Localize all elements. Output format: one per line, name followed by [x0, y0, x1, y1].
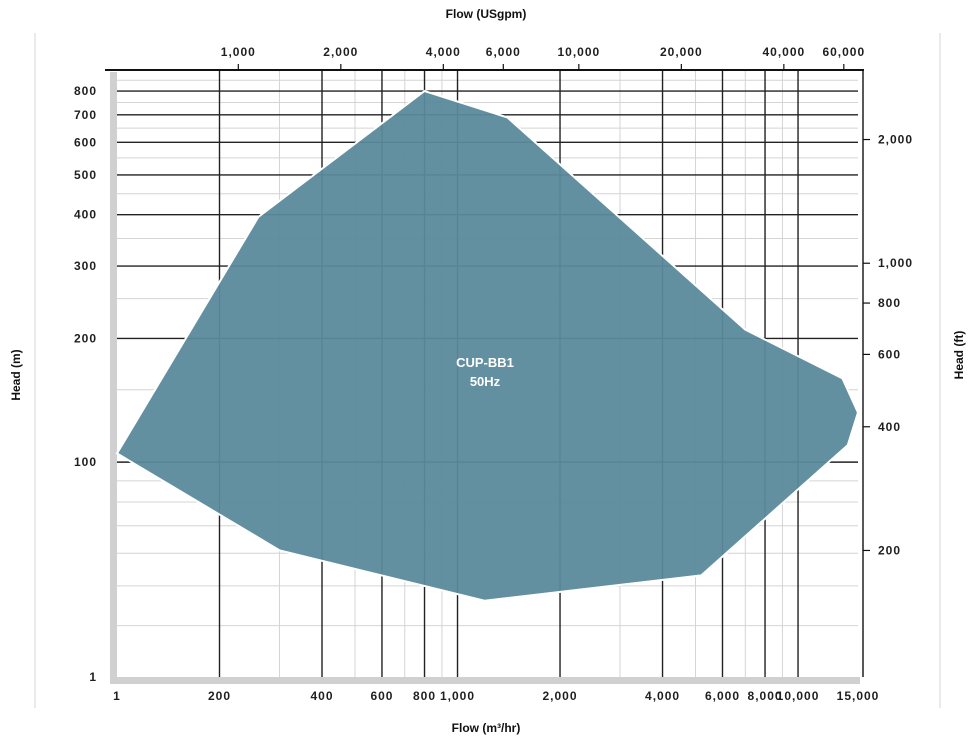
x-tick-label: 400 — [310, 689, 333, 703]
x2-axis-ticks: 1,000 2,000 4,000 6,000 10,000 20,000 40,000 60… — [221, 45, 865, 70]
x-tick-label: 600 — [370, 689, 393, 703]
series-label-name: CUP-BB1 — [456, 355, 514, 370]
x2-tick-label: 1,000 — [221, 45, 256, 59]
y2-tick-label: 200 — [878, 543, 901, 557]
x-axis-title: Flow (m³/hr) — [452, 721, 521, 735]
left-axis-band — [110, 72, 117, 684]
y-axis-title: Head (m) — [9, 349, 23, 400]
x2-tick-label: 60,000 — [822, 45, 865, 59]
plot-border — [105, 69, 864, 677]
bottom-axis-band — [110, 677, 860, 684]
y2-tick-label: 2,000 — [878, 133, 913, 147]
x2-tick-label: 40,000 — [762, 45, 805, 59]
x-tick-label: 1 — [113, 689, 121, 703]
y2-tick-label: 400 — [878, 420, 901, 434]
y-tick-label: 400 — [74, 208, 97, 222]
series-label-frequency: 50Hz — [470, 374, 501, 389]
y-tick-label: 500 — [74, 168, 97, 182]
operating-range-layer: CUP-BB1 50Hz — [115, 89, 860, 602]
y-tick-label: 200 — [74, 331, 97, 345]
y2-axis-title: Head (ft) — [952, 331, 966, 380]
x2-tick-label: 20,000 — [660, 45, 703, 59]
y-tick-label: 800 — [74, 84, 97, 98]
x-tick-label: 4,000 — [645, 689, 680, 703]
x2-tick-label: 10,000 — [557, 45, 600, 59]
x2-tick-label: 2,000 — [323, 45, 358, 59]
x2-tick-label: 4,000 — [426, 45, 461, 59]
x-tick-label: 6,000 — [705, 689, 740, 703]
x-tick-label: 8,000 — [748, 689, 783, 703]
x2-tick-label: 6,000 — [486, 45, 521, 59]
x-tick-label: 10,000 — [777, 689, 820, 703]
y-tick-label: 100 — [74, 455, 97, 469]
y-tick-label: 300 — [74, 259, 97, 273]
x-tick-label: 15,000 — [837, 689, 880, 703]
operating-range-area — [115, 89, 860, 602]
x-tick-label: 1,000 — [440, 689, 475, 703]
y-tick-label: 1 — [89, 670, 97, 684]
y2-tick-label: 600 — [878, 347, 901, 361]
y-tick-label: 700 — [74, 108, 97, 122]
x2-axis-title: Flow (USgpm) — [446, 7, 527, 21]
y2-axis-ticks: 200 400 600 800 1,000 2,000 — [863, 133, 913, 557]
x-axis-ticks: 1 200 400 600 800 1,000 2,000 4,000 6,000 8,00010… — [113, 689, 880, 703]
x-tick-label: 200 — [208, 689, 231, 703]
x-tick-label: 2,000 — [543, 689, 578, 703]
y-axis-ticks: 1 100 200 300 400 500 600 700 800 — [74, 84, 97, 684]
y-tick-label: 600 — [74, 135, 97, 149]
y2-tick-label: 1,000 — [878, 256, 913, 270]
y2-tick-label: 800 — [878, 296, 901, 310]
x-tick-label: 800 — [413, 689, 436, 703]
